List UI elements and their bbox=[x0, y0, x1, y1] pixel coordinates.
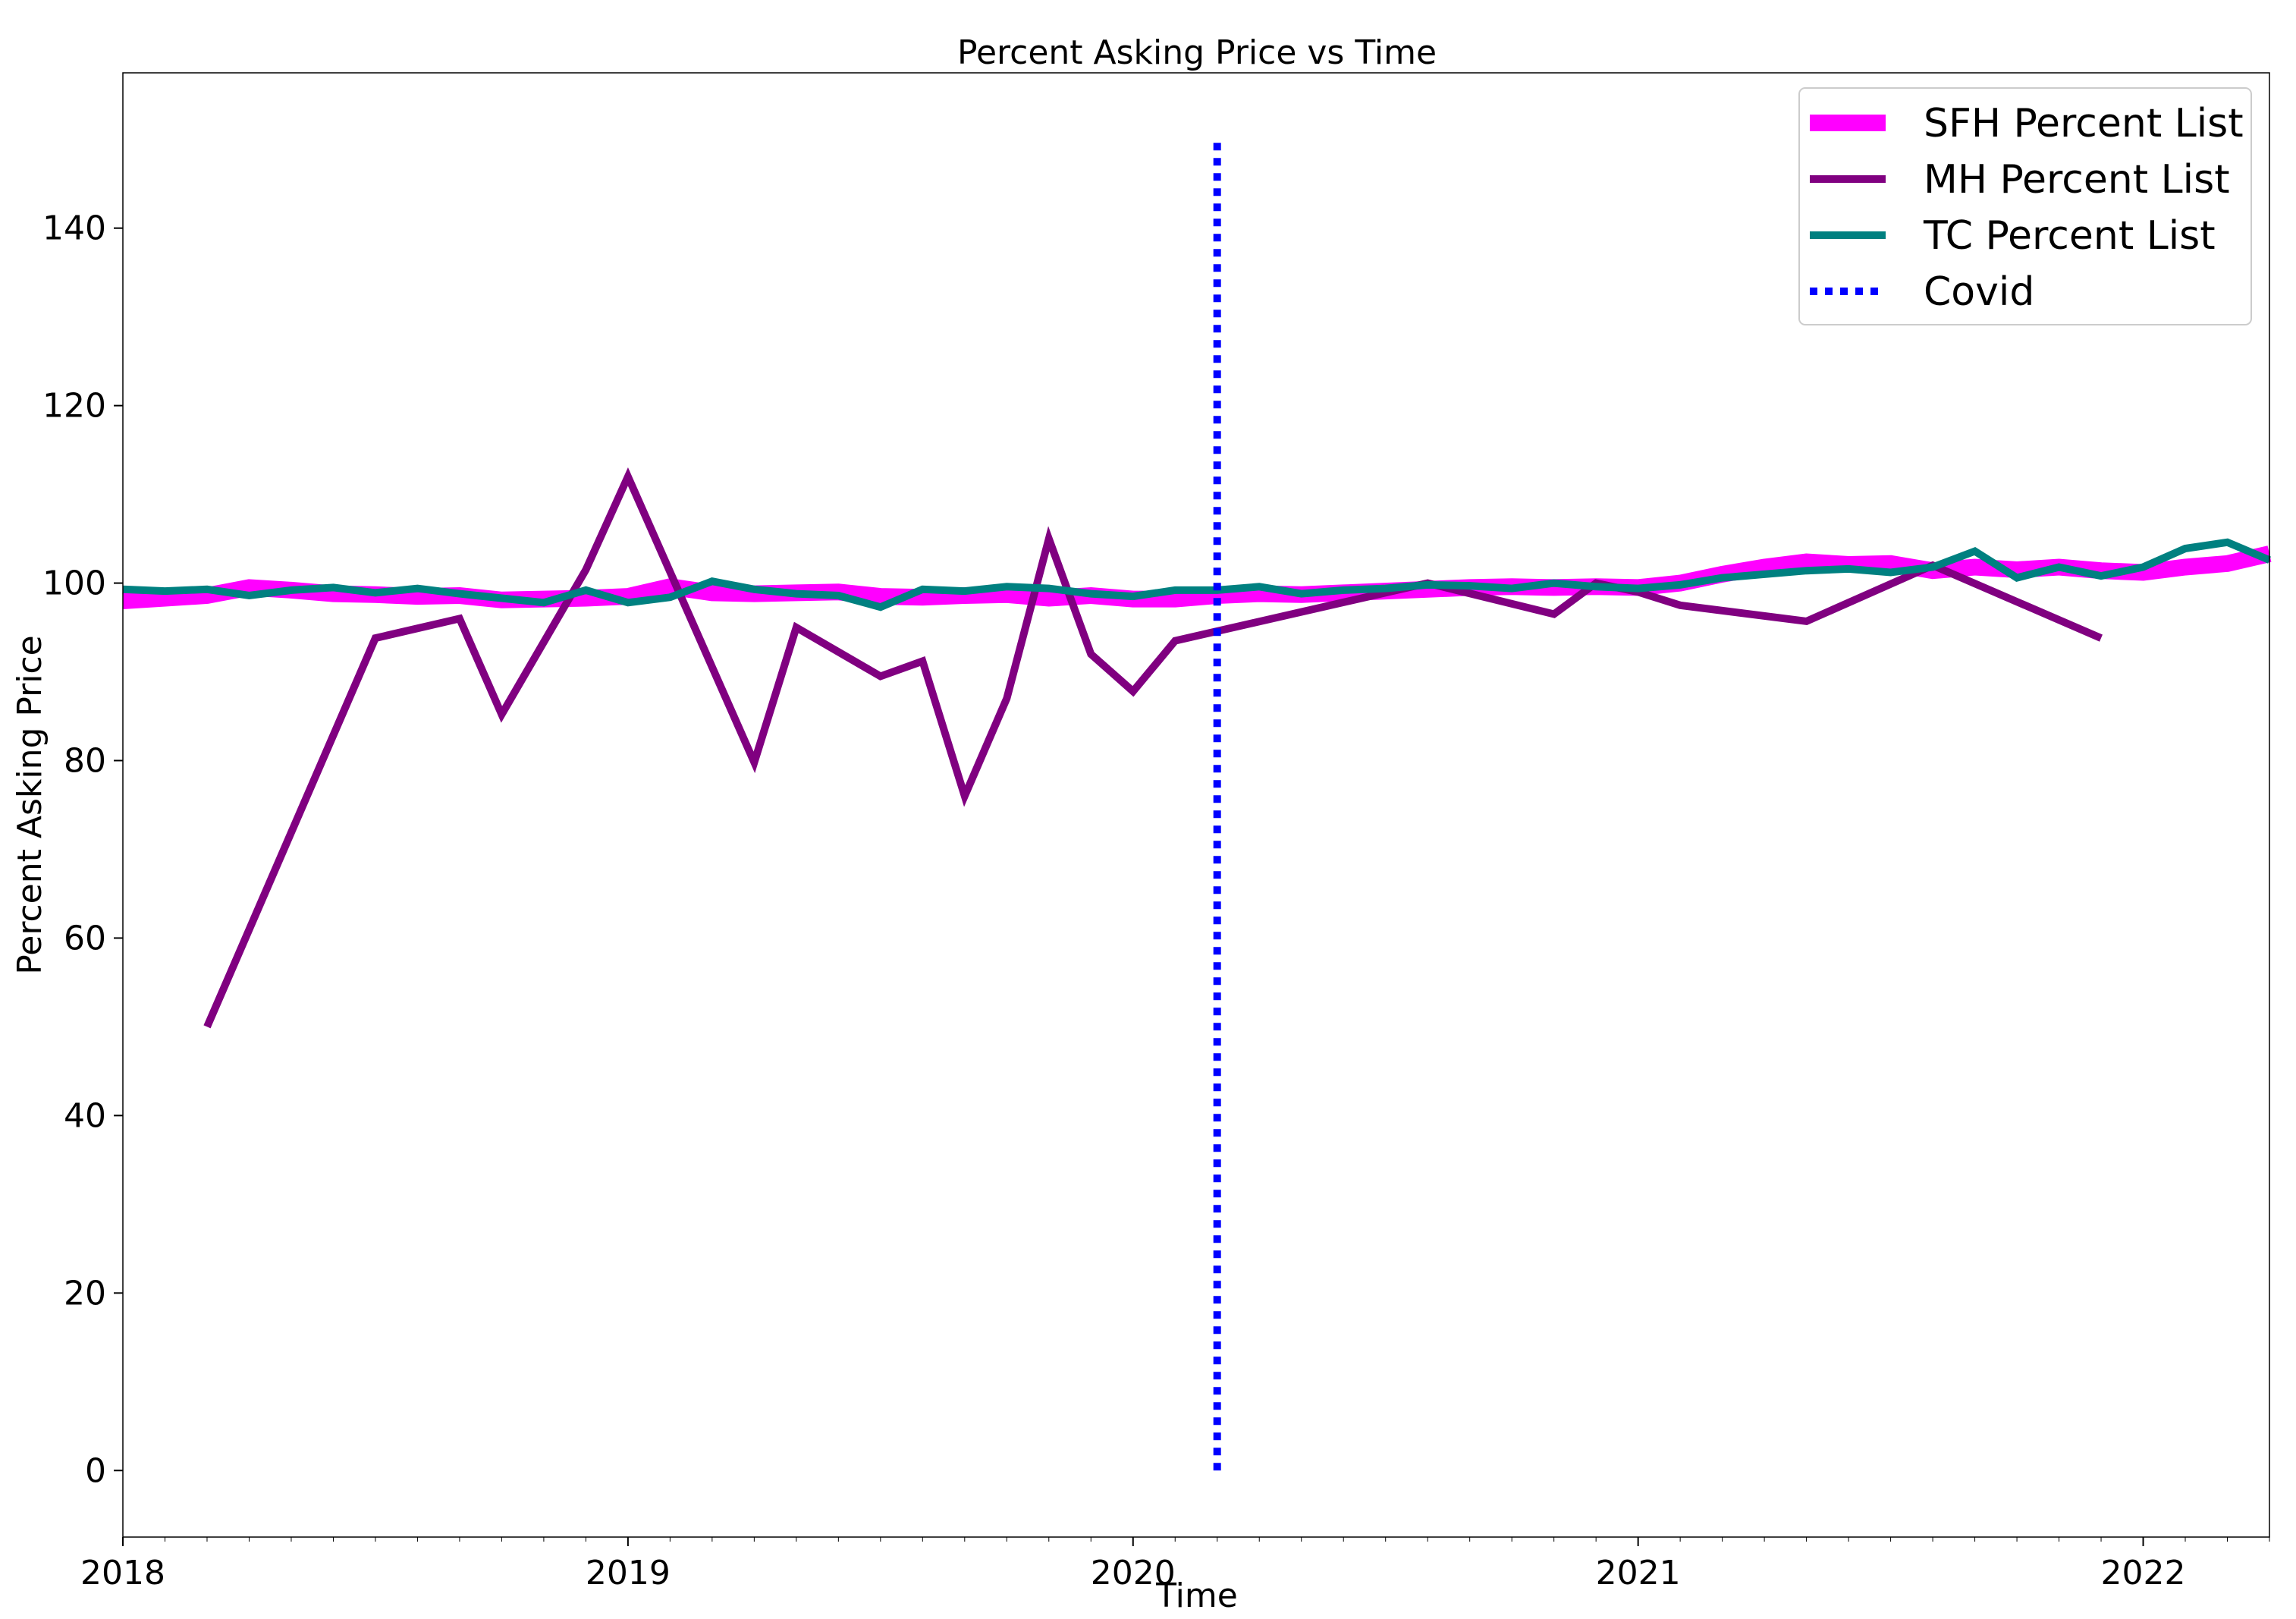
series-layer bbox=[122, 139, 2272, 1471]
legend-label: TC Percent List bbox=[1923, 213, 2216, 259]
legend: SFH Percent List MH Percent List TC Percen… bbox=[1798, 87, 2252, 325]
x-tick-label: 2022 bbox=[2101, 1554, 2186, 1592]
y-tick-label: 20 bbox=[64, 1274, 106, 1312]
y-axis: 0 20 40 60 80 100 120 140 bbox=[42, 209, 123, 1490]
y-tick-label: 80 bbox=[64, 742, 106, 781]
y-tick-label: 140 bbox=[42, 209, 106, 248]
legend-label: SFH Percent List bbox=[1924, 101, 2244, 146]
x-tick-label: 2020 bbox=[1091, 1554, 1176, 1592]
x-tick-label: 2019 bbox=[586, 1554, 671, 1592]
x-axis: 2018 2019 2020 2021 2022 bbox=[80, 1537, 2270, 1592]
legend-label: MH Percent List bbox=[1924, 157, 2230, 203]
legend-label: Covid bbox=[1924, 269, 2034, 315]
y-tick-label: 40 bbox=[64, 1096, 106, 1135]
y-tick-label: 60 bbox=[64, 919, 106, 957]
series-line-2 bbox=[122, 538, 2271, 611]
y-tick-label: 100 bbox=[42, 564, 106, 603]
y-axis-title: Percent Asking Price bbox=[11, 635, 49, 974]
y-tick-label: 120 bbox=[42, 387, 106, 426]
chart-title: Percent Asking Price vs Time bbox=[957, 33, 1437, 72]
y-tick-label: 0 bbox=[85, 1451, 106, 1490]
x-tick-label: 2021 bbox=[1596, 1554, 1681, 1592]
x-tick-label: 2018 bbox=[80, 1554, 165, 1592]
legend-box bbox=[1798, 87, 2252, 325]
x-axis-title: Time bbox=[1155, 1577, 1238, 1615]
plot-frame bbox=[122, 72, 2270, 1538]
